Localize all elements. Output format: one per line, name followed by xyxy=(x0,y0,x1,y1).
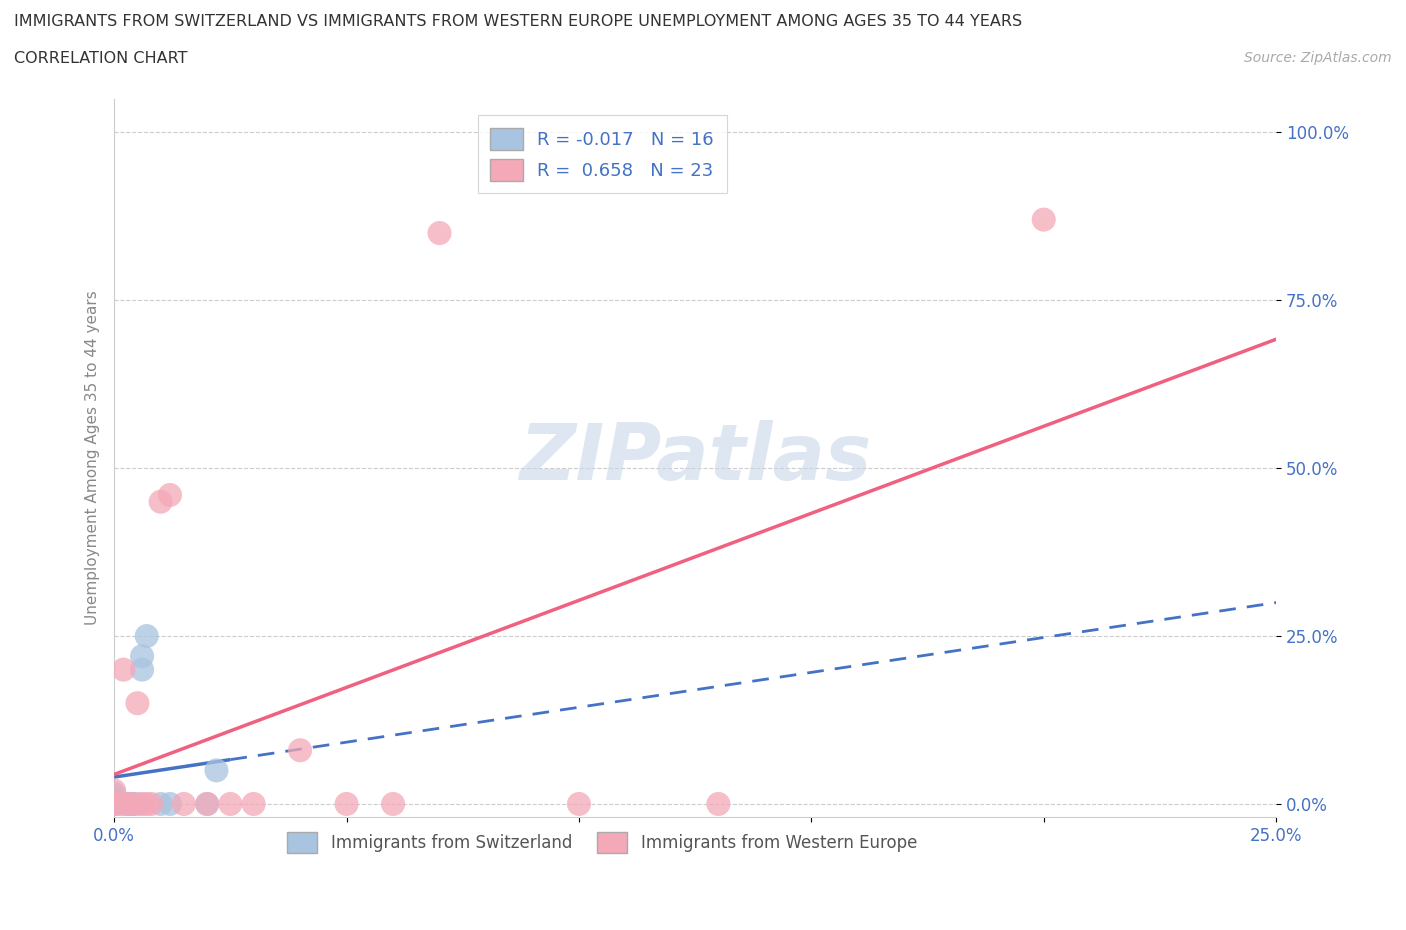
Point xyxy=(135,796,157,811)
Point xyxy=(131,649,153,664)
Point xyxy=(112,796,135,811)
Point xyxy=(242,796,264,811)
Point xyxy=(103,790,125,804)
Point xyxy=(117,796,139,811)
Point xyxy=(219,796,242,811)
Point xyxy=(131,796,153,811)
Point xyxy=(159,487,181,502)
Point xyxy=(205,763,228,777)
Point xyxy=(159,796,181,811)
Y-axis label: Unemployment Among Ages 35 to 44 years: Unemployment Among Ages 35 to 44 years xyxy=(86,291,100,626)
Point xyxy=(195,796,218,811)
Text: ZIPatlas: ZIPatlas xyxy=(519,420,872,496)
Point xyxy=(335,796,357,811)
Point xyxy=(149,494,172,509)
Point xyxy=(707,796,730,811)
Text: IMMIGRANTS FROM SWITZERLAND VS IMMIGRANTS FROM WESTERN EUROPE UNEMPLOYMENT AMONG: IMMIGRANTS FROM SWITZERLAND VS IMMIGRANT… xyxy=(14,14,1022,29)
Point xyxy=(288,743,311,758)
Legend: Immigrants from Switzerland, Immigrants from Western Europe: Immigrants from Switzerland, Immigrants … xyxy=(281,826,924,859)
Point xyxy=(195,796,218,811)
Point xyxy=(141,796,163,811)
Point xyxy=(149,796,172,811)
Point xyxy=(103,796,125,811)
Point xyxy=(121,796,143,811)
Point xyxy=(382,796,405,811)
Point xyxy=(568,796,591,811)
Point xyxy=(127,696,149,711)
Point xyxy=(103,787,125,802)
Text: Source: ZipAtlas.com: Source: ZipAtlas.com xyxy=(1244,51,1392,65)
Point xyxy=(117,796,139,811)
Point xyxy=(135,629,157,644)
Point xyxy=(429,226,451,241)
Point xyxy=(121,796,143,811)
Point xyxy=(127,796,149,811)
Point xyxy=(103,796,125,811)
Point xyxy=(131,662,153,677)
Point xyxy=(1032,212,1054,227)
Point xyxy=(103,783,125,798)
Point xyxy=(103,796,125,811)
Point xyxy=(173,796,195,811)
Point xyxy=(117,796,139,811)
Text: CORRELATION CHART: CORRELATION CHART xyxy=(14,51,187,66)
Point xyxy=(112,662,135,677)
Point xyxy=(108,796,131,811)
